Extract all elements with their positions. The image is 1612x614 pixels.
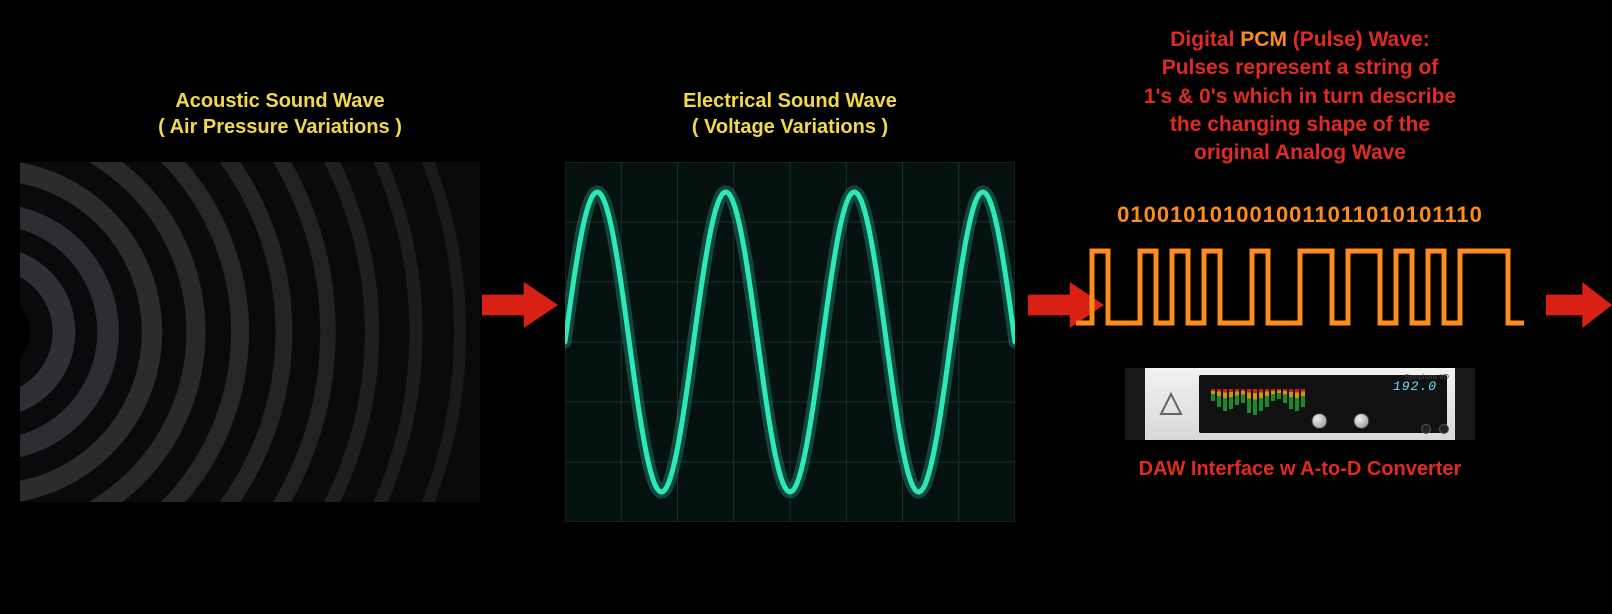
desc-line4: the changing shape of the <box>1144 111 1456 139</box>
panel3-caption: DAW Interface w A-to-D Converter <box>1139 458 1462 481</box>
desc-line5: original Analog Wave <box>1144 139 1456 167</box>
rack-ear-left <box>1125 368 1145 440</box>
device-knobs <box>1311 413 1369 429</box>
desc-line1: Digital PCM (Pulse) Wave: <box>1144 26 1456 54</box>
device-readout: 192.0 <box>1393 379 1437 394</box>
desc-prefix: Digital <box>1170 28 1240 51</box>
panel3-description: Digital PCM (Pulse) Wave: Pulses represe… <box>1144 26 1456 168</box>
device-logo-icon <box>1151 384 1191 424</box>
device-jacks <box>1421 424 1449 434</box>
desc-pcm: PCM <box>1240 28 1287 51</box>
device-meters <box>1211 389 1305 415</box>
panel2-title: Electrical Sound Wave ( Voltage Variatio… <box>683 88 897 140</box>
desc-rest1: (Pulse) Wave: <box>1287 28 1430 51</box>
ripples-icon <box>20 162 480 502</box>
panel-digital: Digital PCM (Pulse) Wave: Pulses represe… <box>1060 26 1540 481</box>
device-model-label: Symphony I/O <box>1405 374 1449 381</box>
jack-icon <box>1439 424 1449 434</box>
oscilloscope-graphic <box>565 162 1015 522</box>
daw-interface-device: 192.0 Symphony I/O <box>1125 368 1475 440</box>
panel2-title-line1: Electrical Sound Wave <box>683 88 897 114</box>
arrow-icon <box>482 282 558 328</box>
rack-ear-right <box>1455 368 1475 440</box>
knob-icon <box>1353 413 1369 429</box>
acoustic-wave-graphic <box>20 162 480 502</box>
square-wave-icon <box>1076 246 1524 328</box>
device-panel: 192.0 <box>1199 375 1447 433</box>
binary-string: 0100101010010011011010101110 <box>1117 202 1483 228</box>
panel-electrical: Electrical Sound Wave ( Voltage Variatio… <box>570 88 1010 522</box>
panel1-title-line2: ( Air Pressure Variations ) <box>158 114 402 140</box>
panel1-title: Acoustic Sound Wave ( Air Pressure Varia… <box>158 88 402 140</box>
sine-wave-icon <box>565 162 1015 522</box>
device-face: 192.0 Symphony I/O <box>1145 368 1455 440</box>
panel2-title-line2: ( Voltage Variations ) <box>683 114 897 140</box>
desc-line2: Pulses represent a string of <box>1144 54 1456 82</box>
panel-acoustic: Acoustic Sound Wave ( Air Pressure Varia… <box>60 88 500 502</box>
panel1-title-line1: Acoustic Sound Wave <box>158 88 402 114</box>
arrow-icon <box>1546 282 1612 328</box>
jack-icon <box>1421 424 1431 434</box>
knob-icon <box>1311 413 1327 429</box>
desc-line3: 1's & 0's which in turn describe <box>1144 83 1456 111</box>
